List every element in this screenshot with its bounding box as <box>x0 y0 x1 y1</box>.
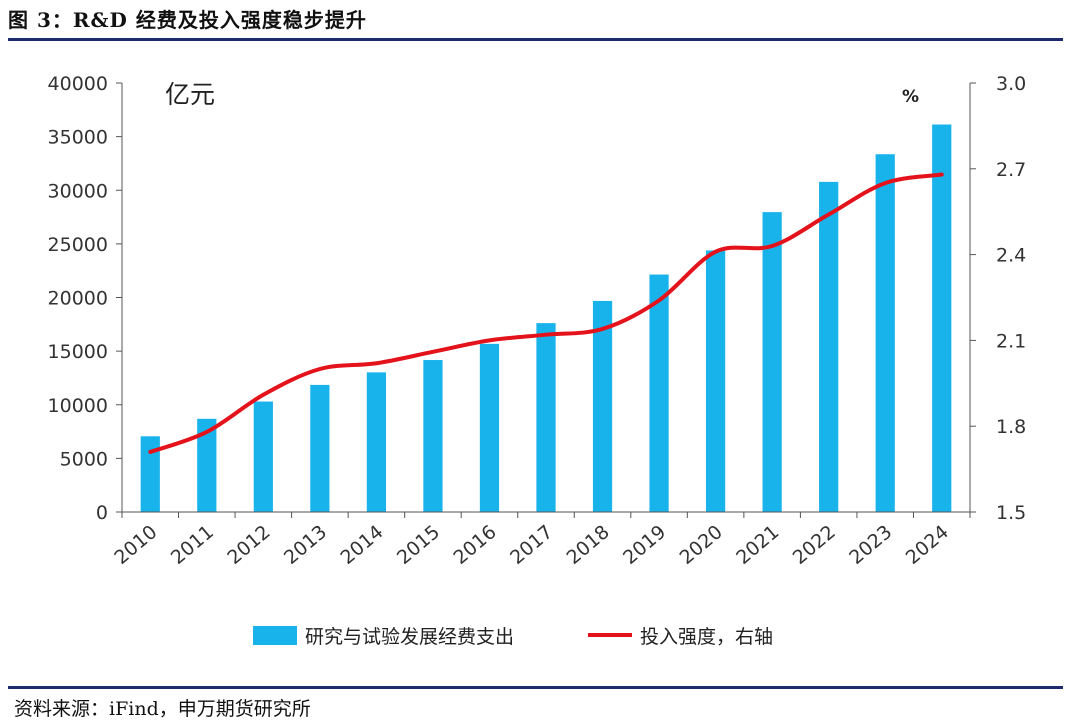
bar <box>762 212 782 512</box>
x-tick-label: 2024 <box>902 521 953 569</box>
right-tick-label: 2.1 <box>996 330 1026 352</box>
x-tick-label: 2010 <box>110 521 161 569</box>
bar <box>536 323 556 512</box>
x-tick-label: 2013 <box>280 521 331 569</box>
line-series <box>148 172 944 454</box>
x-tick-label: 2020 <box>676 521 727 569</box>
legend-bar-label: 研究与试验发展经费支出 <box>305 626 514 648</box>
left-tick-label: 25000 <box>48 234 108 256</box>
left-tick-label: 10000 <box>48 395 108 417</box>
right-tick-label: 1.8 <box>996 416 1026 438</box>
legend-bar-swatch <box>253 626 297 645</box>
bar <box>649 274 669 512</box>
x-tick-label: 2017 <box>506 521 557 569</box>
right-tick-label: 2.7 <box>996 159 1026 181</box>
left-tick-label: 35000 <box>48 127 108 149</box>
rd-expenditure-chart: 0 5000 10000 15000 20000 25000 30000 35000 40000… <box>48 73 1027 648</box>
left-tick-label: 20000 <box>48 288 108 310</box>
x-tick-label: 2014 <box>336 521 387 569</box>
figure-title: 图 3：R&D 经费及投入强度稳步提升 <box>8 8 367 32</box>
right-axis: 1.5 1.8 2.1 2.4 2.7 3.0 <box>969 73 1026 524</box>
x-tick-label: 2021 <box>732 521 783 569</box>
bar <box>705 250 726 513</box>
title-rule <box>8 38 1063 41</box>
bar <box>140 436 160 512</box>
x-tick-label: 2012 <box>223 521 274 569</box>
bar <box>366 372 387 512</box>
right-tick-label: 1.5 <box>996 502 1026 524</box>
x-tick-label: 2023 <box>845 521 896 569</box>
source-note: 资料来源：iFind，申万期货研究所 <box>14 698 311 720</box>
bar <box>310 384 330 512</box>
bar <box>819 181 839 512</box>
left-tick-label: 15000 <box>48 341 108 363</box>
left-tick-label: 0 <box>96 502 108 524</box>
left-axis: 0 5000 10000 15000 20000 25000 30000 35000 40000 <box>48 73 123 524</box>
right-tick-label: 2.4 <box>996 245 1026 267</box>
x-tick-label: 2011 <box>167 521 218 569</box>
right-axis-unit: % <box>902 87 919 107</box>
bar <box>932 124 952 513</box>
bar <box>423 360 443 512</box>
x-tick-label: 2022 <box>789 521 840 569</box>
left-tick-label: 30000 <box>48 180 108 202</box>
x-axis: 2010 2011 2012 2013 2014 2015 2016 2017 2018 2019… <box>110 511 971 569</box>
bar-series <box>140 124 952 513</box>
x-tick-label: 2018 <box>563 521 614 569</box>
x-tick-label: 2016 <box>449 521 500 569</box>
legend-line-label: 投入强度，右轴 <box>640 626 773 648</box>
bar <box>875 154 895 513</box>
left-axis-unit: 亿元 <box>165 80 215 109</box>
legend: 研究与试验发展经费支出 投入强度，右轴 <box>253 626 773 648</box>
bar <box>253 401 273 512</box>
bar <box>592 300 613 512</box>
bar <box>479 343 500 512</box>
left-tick-label: 40000 <box>48 73 108 95</box>
right-tick-label: 3.0 <box>996 73 1026 95</box>
source-rule <box>8 686 1063 689</box>
left-tick-label: 5000 <box>60 448 108 470</box>
x-tick-label: 2019 <box>619 521 670 569</box>
bar <box>197 418 217 512</box>
x-tick-label: 2015 <box>393 521 444 569</box>
